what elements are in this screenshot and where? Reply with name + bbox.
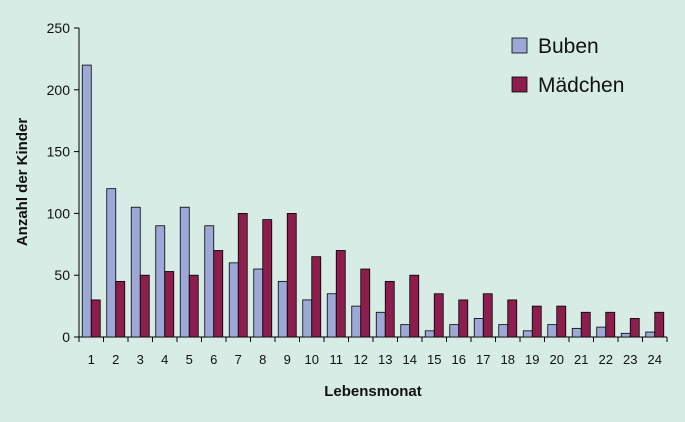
legend-label: Buben [538,35,599,58]
x-tick-label: 5 [186,352,193,367]
x-tick-label: 20 [550,352,564,367]
x-tick-label: 24 [648,352,662,367]
bar-buben [81,64,92,338]
x-tick-label: 8 [259,352,266,367]
x-tick-label: 10 [305,352,319,367]
x-tick-label: 4 [161,352,168,367]
x-tick-label: 3 [137,352,144,367]
bar-maedchen [580,311,591,338]
bar-maedchen [262,219,273,338]
x-tick-label: 17 [476,352,490,367]
bar-buben [155,225,166,338]
x-tick-label: 6 [210,352,217,367]
bar-buben [130,206,141,338]
x-tick-label: 16 [452,352,466,367]
bar-maedchen [482,293,493,338]
bar-maedchen [360,268,371,338]
bar-maedchen [90,299,101,338]
x-tick-label: 18 [501,352,515,367]
bar-buben [498,324,509,338]
legend-label: Mädchen [538,74,624,97]
bar-buben [106,188,117,338]
x-tick-label: 7 [235,352,242,367]
bar-buben [400,324,411,338]
x-tick-label: 2 [112,352,119,367]
bar-buben [326,293,337,338]
x-tick-label: 1 [88,352,95,367]
chart-legend: Buben Mädchen [511,35,624,97]
x-tick-label: 12 [354,352,368,367]
y-tick-label: 100 [47,205,71,221]
bar-buben [277,280,288,338]
x-tick-label: 14 [403,352,417,367]
x-tick-label: 19 [525,352,539,367]
bar-maedchen [188,274,199,338]
legend-swatch [511,37,528,54]
y-tick-label: 0 [62,329,70,345]
bar-buben [375,311,386,338]
y-tick-label: 150 [47,144,71,160]
chart-bars [81,64,665,338]
bar-buben [620,332,631,338]
legend-swatch [511,76,528,93]
bar-buben [473,318,484,338]
y-tick-label: 50 [54,267,70,283]
x-tick-label: 13 [378,352,392,367]
bar-maedchen [286,212,297,338]
bar-maedchen [384,280,395,338]
bar-maedchen [139,274,150,338]
bar-maedchen [237,212,248,338]
bar-maedchen [311,256,322,338]
bar-maedchen [629,318,640,338]
bar-maedchen [213,250,224,338]
bar-buben [522,330,533,338]
bar-buben [424,330,435,338]
bar-buben [596,326,607,338]
bar-maedchen [433,293,444,338]
x-tick-label: 9 [284,352,291,367]
y-axis-label: Anzahl der Kinder [14,118,31,247]
bar-buben [645,331,656,338]
bar-buben [547,324,558,338]
x-axis-label: Lebensmonat [324,383,422,400]
bar-maedchen [335,250,346,338]
x-tick-label: 15 [427,352,441,367]
bar-maedchen [531,305,542,338]
x-tick-label: 11 [330,352,344,367]
x-tick-label: 23 [623,352,637,367]
bar-maedchen [605,311,616,338]
x-tick-label: 22 [599,352,613,367]
bar-buben [204,225,215,338]
bar-maedchen [409,274,420,338]
bar-maedchen [458,299,469,338]
bar-buben [253,268,264,338]
bar-maedchen [654,311,665,338]
y-tick-label: 200 [47,82,71,98]
x-tick-label: 21 [574,352,588,367]
bar-buben [302,299,313,338]
bar-buben [449,324,460,338]
bar-maedchen [115,280,126,338]
bar-buben [351,305,362,338]
bar-buben [179,206,190,338]
y-tick-label: 250 [47,20,71,36]
bar-maedchen [507,299,518,338]
bar-buben [571,327,582,338]
bar-maedchen [556,305,567,338]
bar-maedchen [164,271,175,338]
bar-buben [228,262,239,338]
